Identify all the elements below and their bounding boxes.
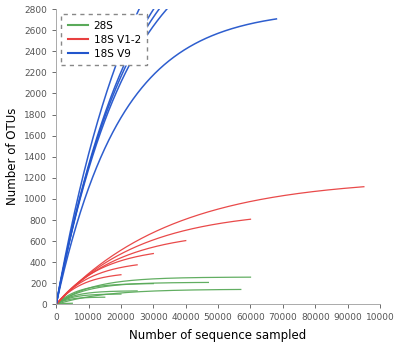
X-axis label: Number of sequence sampled: Number of sequence sampled (130, 330, 307, 342)
Y-axis label: Number of OTUs: Number of OTUs (6, 108, 18, 205)
Legend: 28S, 18S V1-2, 18S V9: 28S, 18S V1-2, 18S V9 (61, 14, 147, 65)
